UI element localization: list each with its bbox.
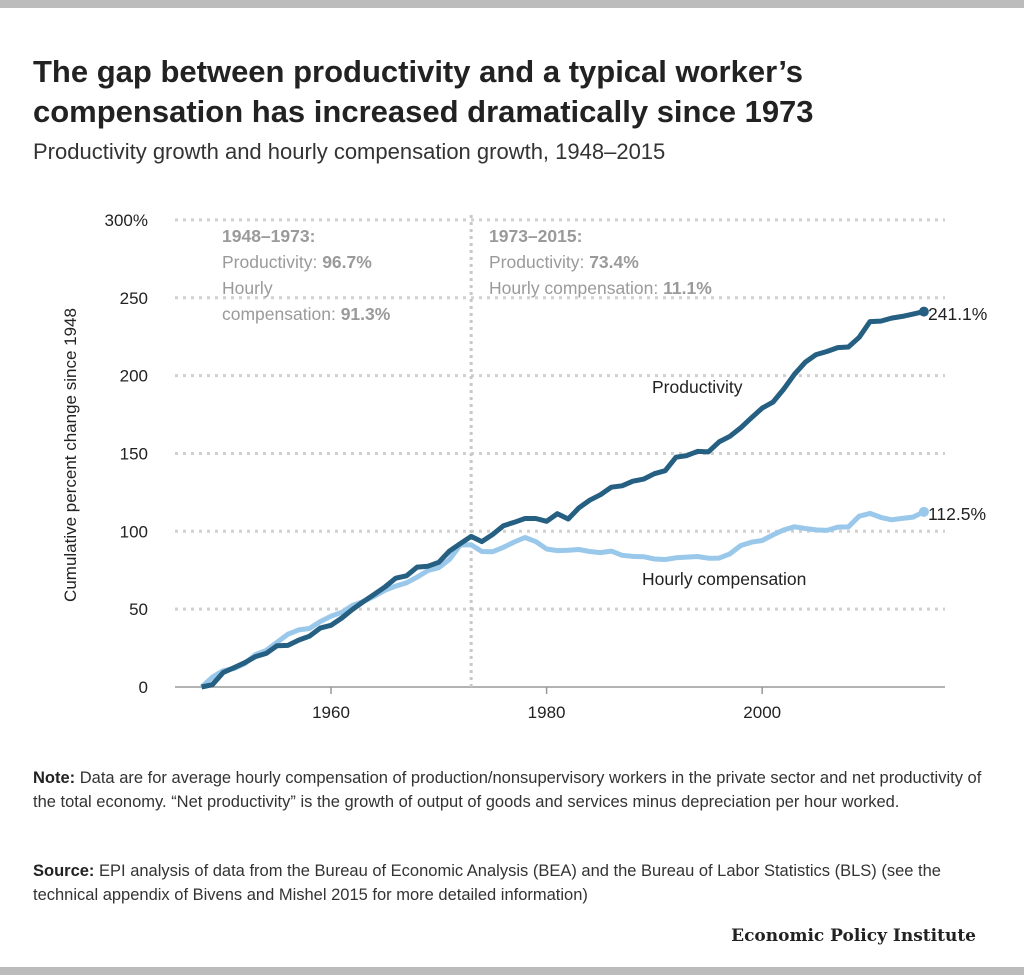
y-tick-label: 200 (120, 367, 148, 386)
x-tick-labels: 1960 1980 2000 (312, 687, 781, 722)
epi-logo: Economic Policy Institute (731, 926, 976, 946)
series-label-compensation: Hourly compensation (642, 569, 806, 589)
line-chart: 0 50 100 150 200 250 300% 1960 1980 2000 Cumulat… (61, 211, 987, 722)
x-tick-label: 1980 (528, 703, 566, 722)
y-axis-label: Cumulative percent change since 1948 (61, 308, 80, 602)
chart-title: The gap between productivity and a typic… (33, 54, 814, 129)
y-tick-labels: 0 50 100 150 200 250 300% (105, 211, 148, 697)
annotation-heading: 1948–1973: (222, 226, 315, 246)
y-tick-label: 0 (139, 678, 148, 697)
bottom-bar (0, 967, 1024, 975)
end-label-productivity: 241.1% (928, 304, 987, 324)
end-point-compensation (918, 506, 929, 517)
series-label-productivity: Productivity (652, 377, 743, 397)
x-tick-label: 2000 (743, 703, 781, 722)
y-tick-label: 100 (120, 522, 148, 541)
annotation-productivity: Productivity: 96.7% (222, 252, 372, 272)
annotation-1973-2015: 1973–2015: Productivity: 73.4% Hourly co… (489, 226, 712, 298)
annotation-1948-1973: 1948–1973: Productivity: 96.7% Hourly co… (222, 226, 391, 324)
annotation-compensation: Hourly compensation: 11.1% (489, 278, 712, 298)
note: Note: Data are for average hourly compen… (33, 769, 982, 811)
y-tick-label: 300% (105, 211, 148, 230)
y-tick-label: 150 (120, 444, 148, 463)
annotation-productivity: Productivity: 73.4% (489, 252, 639, 272)
top-bar (0, 0, 1024, 8)
series-line-productivity (201, 309, 925, 690)
end-label-compensation: 112.5% (928, 504, 986, 524)
end-point-productivity (918, 306, 929, 317)
y-tick-label: 250 (120, 289, 148, 308)
x-tick-label: 1960 (312, 703, 350, 722)
annotation-compensation: compensation: 91.3% (222, 304, 391, 324)
chart-subtitle: Productivity growth and hourly compensat… (33, 139, 666, 164)
y-tick-label: 50 (129, 600, 148, 619)
annotation-heading: 1973–2015: (489, 226, 582, 246)
series-line-compensation (199, 509, 926, 689)
annotation-hourly: Hourly (222, 278, 273, 298)
source: Source: EPI analysis of data from the Bu… (33, 862, 941, 904)
